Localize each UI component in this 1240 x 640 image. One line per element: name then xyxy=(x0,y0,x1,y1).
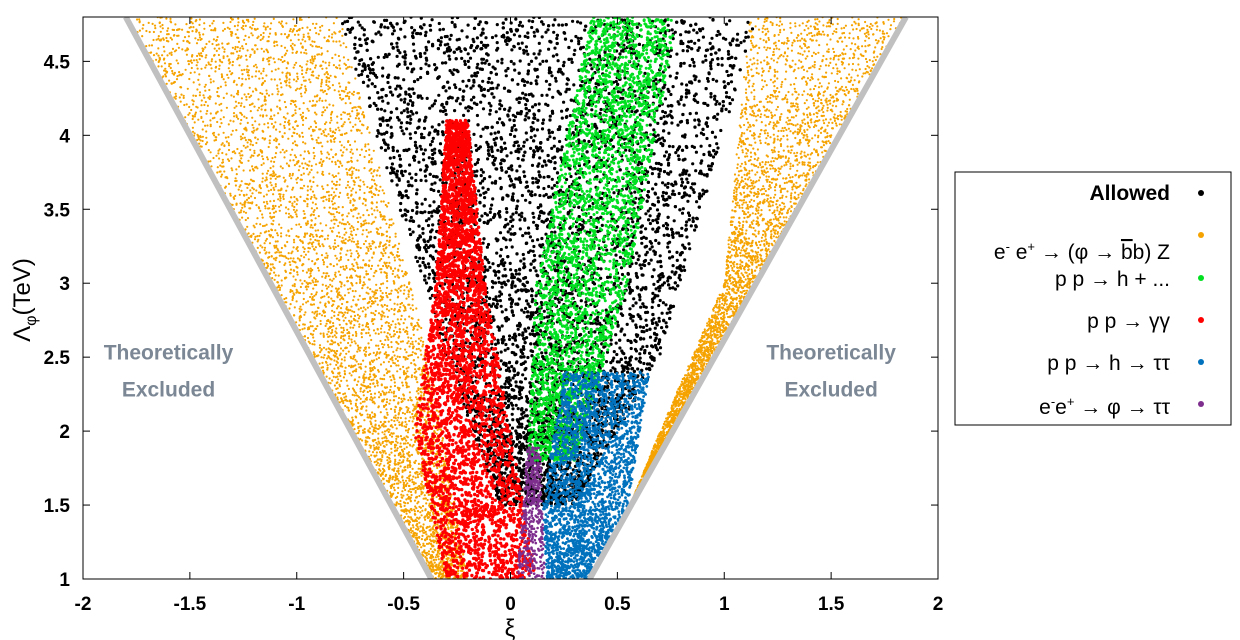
y-tick-label: 1.5 xyxy=(44,496,71,517)
legend-marker-ppgg xyxy=(1198,317,1204,323)
annotations: Theoretically Excluded Theoretically Exclud… xyxy=(104,341,896,401)
x-tick-label: -1.5 xyxy=(174,594,207,615)
legend-marker-pph xyxy=(1198,275,1204,281)
x-tick-label: 2 xyxy=(933,594,944,615)
x-tick-label: 0 xyxy=(505,594,516,615)
series-pp-h-tautau xyxy=(542,370,650,579)
legend-label-ee-bbz: e- e+ → (φ → bb) Z xyxy=(994,239,1170,264)
legend-marker-eephitt xyxy=(1198,401,1204,407)
y-axis-label-sub: φ xyxy=(23,315,40,325)
series-ee-bbz-left xyxy=(127,17,468,579)
boundary-line xyxy=(586,17,909,579)
x-tick-label: -2 xyxy=(75,594,92,615)
y-tick-label: 1 xyxy=(59,570,70,591)
annotation-text: Theoretically xyxy=(766,341,896,364)
y-tick-label: 2 xyxy=(59,422,70,443)
y-axis-label-tail: (TeV) xyxy=(9,258,36,315)
annotation-text: Excluded xyxy=(122,378,215,401)
legend-marker-allowed xyxy=(1198,190,1204,196)
legend-label-pphtt: p p → h → ττ xyxy=(1047,352,1171,375)
x-tick-label: -1 xyxy=(288,594,305,615)
legend-marker-pphtt xyxy=(1198,359,1204,365)
series-ee-phi-tautau xyxy=(517,446,546,579)
annotation-text: Excluded xyxy=(784,378,877,401)
legend-marker-ee-bbz xyxy=(1198,232,1204,238)
annotation-text: Theoretically xyxy=(104,341,234,364)
y-tick-label: 2.5 xyxy=(44,348,71,369)
x-axis-label: ξ xyxy=(505,615,516,640)
x-tick-label: 1.5 xyxy=(818,594,845,615)
series-pp-gammagamma xyxy=(414,118,536,579)
y-tick-label: 4.5 xyxy=(44,52,71,73)
axis-ticks: -2 -1.5 -1 -0.5 0 0.5 1 1.5 2 1 1.5 2 2.5 3 3.5 4 4.5 xyxy=(44,17,944,615)
legend-label-pph: p p → h + ... xyxy=(1055,268,1170,291)
legend-box xyxy=(954,171,1232,426)
y-tick-label: 3 xyxy=(59,274,70,295)
data-points xyxy=(127,17,903,579)
y-tick-label: 3.5 xyxy=(44,200,71,221)
legend-label-eephitt: e-e+ → φ → ττ xyxy=(1039,394,1171,419)
y-axis-label: Λφ(TeV) xyxy=(9,258,40,342)
legend: Allowed e- e+ → (φ → bb) Z p p → h + ...… xyxy=(954,171,1232,426)
x-tick-label: 1 xyxy=(719,594,730,615)
x-tick-label: 0.5 xyxy=(604,594,631,615)
x-tick-label: -0.5 xyxy=(387,594,420,615)
theoretical-bounds xyxy=(123,17,909,579)
y-axis-label-main: Λ xyxy=(9,326,36,342)
boundary-line xyxy=(123,17,435,579)
legend-label-ppgg: p p → γγ xyxy=(1087,310,1170,333)
y-tick-label: 4 xyxy=(59,126,70,147)
legend-label-allowed: Allowed xyxy=(1089,182,1170,205)
